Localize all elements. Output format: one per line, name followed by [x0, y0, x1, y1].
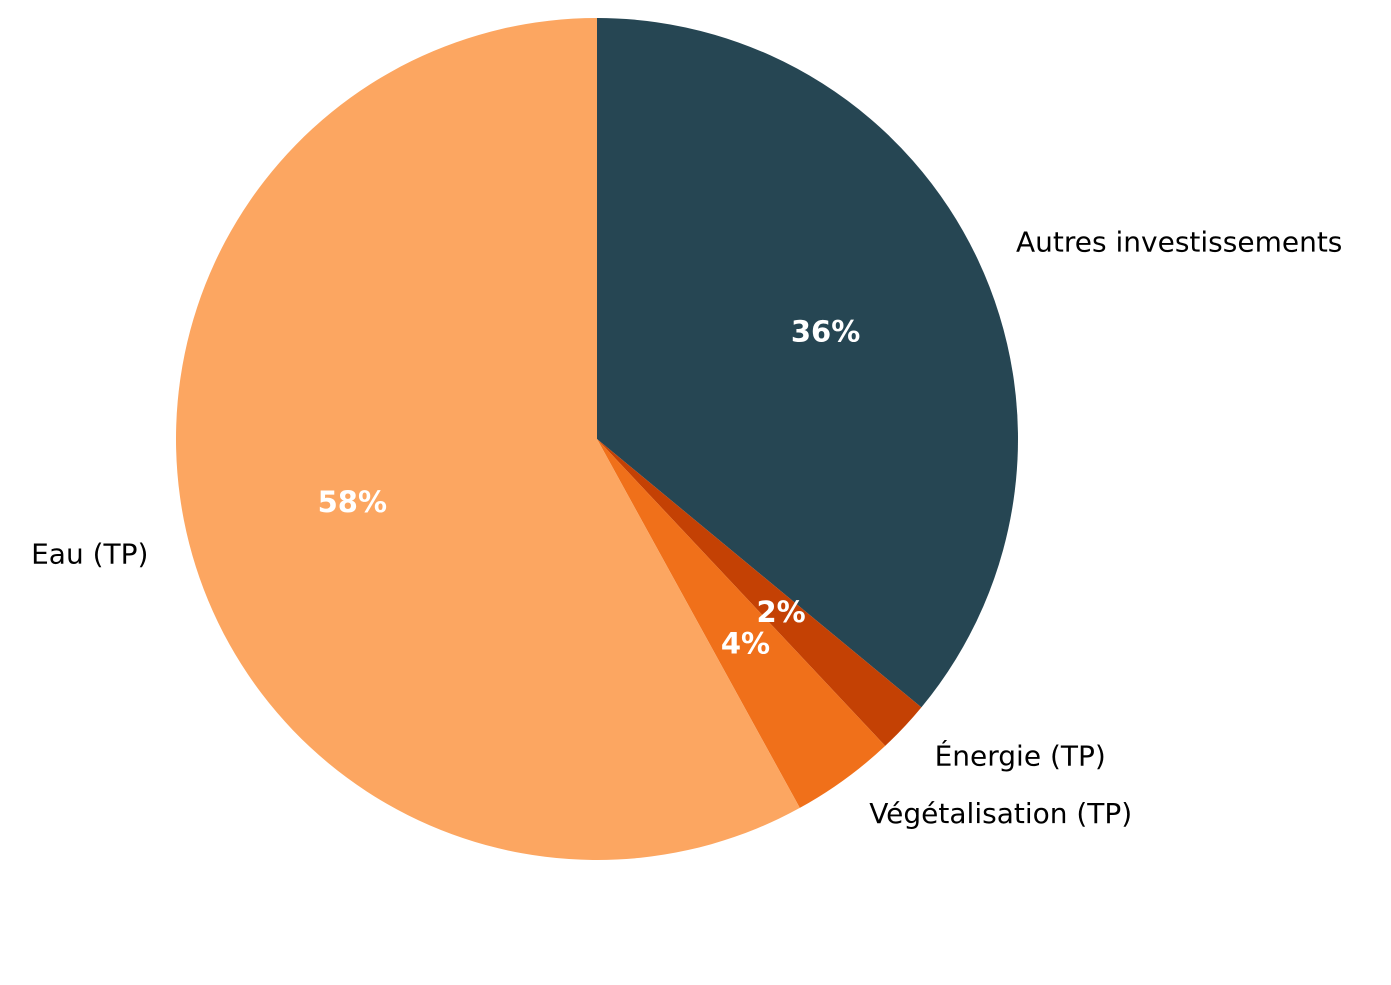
pct-label-autres-investissements: 36%: [791, 314, 860, 348]
slice-label-vegetalisation-tp: Végétalisation (TP): [869, 797, 1132, 830]
slice-label-eau-tp: Eau (TP): [31, 538, 148, 571]
pie-slice-eau-tp: [176, 18, 800, 860]
pie-slice-vegetalisation-tp: [597, 439, 886, 808]
slice-label-autres-investissements: Autres investissements: [1016, 225, 1342, 258]
slice-label-energie-tp: Énergie (TP): [935, 739, 1106, 773]
pct-label-vegetalisation-tp: 4%: [721, 626, 770, 660]
percentage-labels: 36% 2%4% 58%: [318, 314, 861, 660]
pie-slice-energie-tp: [597, 439, 922, 746]
pct-label-eau-tp: 58%: [318, 485, 387, 519]
pct-label-energie-tp: 2%: [757, 595, 806, 629]
category-labels: Autres investissements Énergie (TP) Végéta…: [31, 225, 1342, 830]
pie-slice-autres-investissements: [597, 18, 1018, 708]
pie-slices: [176, 18, 1018, 860]
